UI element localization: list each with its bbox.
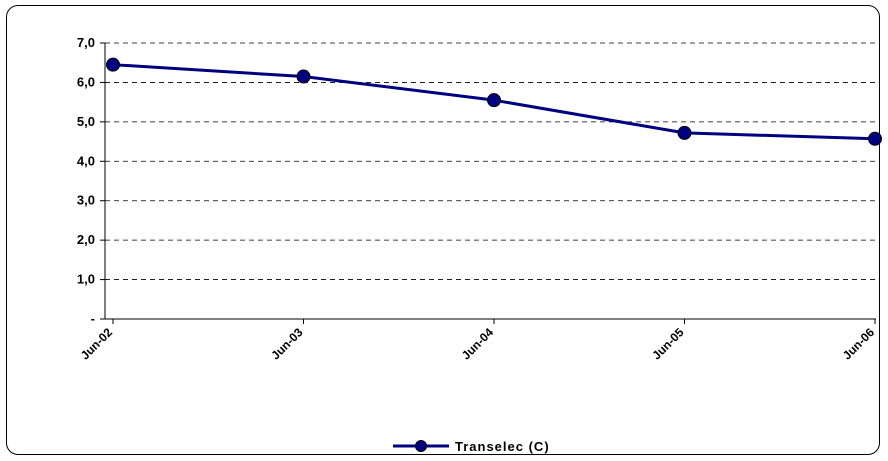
data-point (296, 69, 311, 84)
series-transelec (106, 57, 882, 146)
data-point (677, 125, 692, 140)
y-tick-label: 7,0 (77, 35, 95, 50)
x-tick-label: Jun-02 (78, 325, 115, 362)
axes (104, 43, 876, 320)
data-point (868, 131, 882, 146)
y-tick-label: 3,0 (77, 193, 95, 208)
gridlines (100, 42, 876, 320)
y-tick-label: 1,0 (77, 272, 95, 287)
y-tick-label: 6,0 (77, 74, 95, 89)
y-tick-label: 5,0 (77, 114, 95, 129)
x-tick-labels: Jun-02 Jun-03 Jun-04 Jun-05 Jun-06 (78, 319, 877, 362)
y-tick-label: - (91, 311, 95, 326)
legend: Transelec (C) (393, 439, 550, 454)
data-point (487, 93, 501, 108)
chart-frame (6, 5, 880, 455)
x-tick-label: Jun-03 (268, 325, 305, 362)
y-tick-labels: - 1,0 2,0 3,0 4,0 5,0 6,0 7,0 (77, 35, 95, 326)
data-point (106, 57, 120, 72)
x-tick-label: Jun-06 (840, 325, 877, 362)
y-tick-label: 4,0 (77, 153, 95, 168)
legend-marker-swatch (415, 440, 427, 452)
y-tick-label: 2,0 (77, 232, 95, 247)
x-tick-label: Jun-05 (649, 325, 686, 362)
x-tick-label: Jun-04 (459, 325, 496, 362)
legend-label: Transelec (C) (455, 439, 550, 454)
